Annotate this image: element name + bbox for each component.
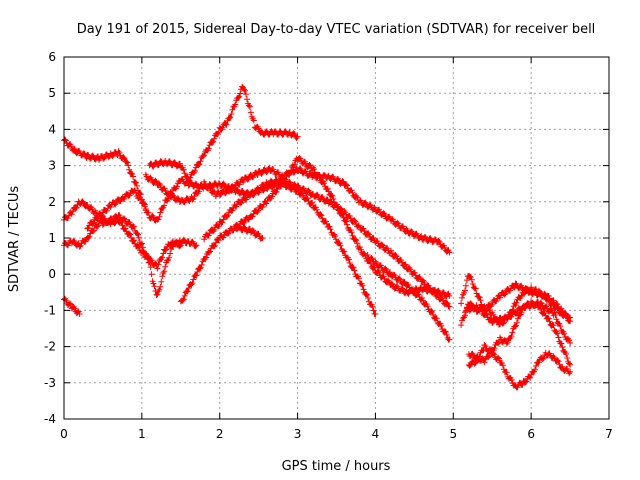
series-track-l [364, 252, 453, 343]
x-axis-label: GPS time / hours [282, 459, 391, 474]
data-marks [61, 83, 574, 391]
grid [64, 57, 609, 419]
plus-markers [84, 176, 379, 317]
y-tick-label: -3 [44, 376, 56, 390]
x-tick-label: 6 [527, 427, 535, 441]
y-axis-label: SDTVAR / TECUs [7, 186, 22, 293]
plus-markers [61, 215, 184, 272]
plot-frame [63, 56, 610, 420]
y-tick-label: 5 [48, 86, 56, 100]
y-tick-label: 3 [48, 159, 56, 173]
y-tick-label: 4 [48, 122, 56, 136]
plus-markers [364, 252, 453, 343]
plus-markers [61, 136, 149, 212]
x-tick-label: 7 [605, 427, 613, 441]
y-tick-label: 6 [48, 50, 56, 64]
series-track-e [84, 176, 379, 317]
plus-markers [458, 272, 574, 325]
series-track-q [465, 342, 574, 391]
y-tick-label: -2 [44, 340, 56, 354]
y-tick-label: 2 [48, 195, 56, 209]
axis-ticks: 0 1 2 3 4 5 6 7 -4 -3 -2 -1 0 1 2 3 4 5 6 [44, 50, 613, 441]
y-tick-label: 1 [48, 231, 56, 245]
y-tick-label: 0 [48, 267, 56, 281]
x-tick-label: 0 [60, 427, 68, 441]
x-tick-label: 2 [216, 427, 224, 441]
series-track-c [61, 215, 184, 272]
y-tick-label: -1 [44, 303, 56, 317]
x-tick-label: 1 [138, 427, 146, 441]
series-track-n [458, 272, 574, 325]
plus-markers [465, 342, 574, 391]
series-track-a [61, 136, 149, 212]
series-track-k [232, 155, 453, 300]
series-track-f [99, 212, 200, 298]
chart-title: Day 191 of 2015, Sidereal Day-to-day VTE… [77, 22, 596, 37]
plus-markers [99, 212, 200, 298]
plus-markers [232, 155, 453, 300]
x-tick-label: 5 [449, 427, 457, 441]
x-tick-label: 4 [372, 427, 380, 441]
x-tick-label: 3 [294, 427, 302, 441]
series-track-g [146, 83, 301, 184]
plus-markers [177, 223, 266, 305]
series-track-i [177, 223, 266, 305]
y-tick-label: -4 [44, 412, 56, 426]
plus-markers [146, 83, 301, 184]
